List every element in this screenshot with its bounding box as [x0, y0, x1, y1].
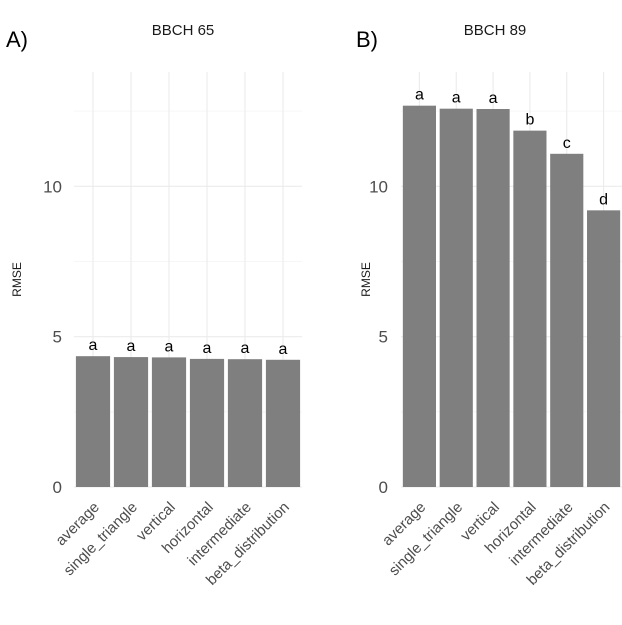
y-tick-label: 10 [369, 177, 388, 196]
bar [189, 358, 225, 487]
bar [476, 108, 510, 487]
bar [587, 210, 621, 488]
significance-letter: a [241, 340, 250, 357]
bar [113, 357, 149, 487]
bar [151, 357, 187, 487]
y-tick-label: 0 [53, 478, 62, 497]
significance-letter: a [279, 341, 288, 358]
panel-title: BBCH 65 [152, 22, 215, 39]
bar [550, 153, 584, 487]
bar [402, 105, 436, 488]
significance-letter: b [525, 112, 534, 129]
panel-title: BBCH 89 [464, 22, 527, 39]
significance-letter: a [127, 338, 136, 355]
significance-letter: a [415, 87, 424, 104]
significance-letter: c [563, 135, 571, 152]
significance-letter: d [599, 191, 608, 208]
panel-letter: B) [356, 27, 378, 52]
panel-a: 0510aaverageasingle_triangleaverticalaho… [6, 22, 302, 589]
y-tick-label: 5 [379, 328, 388, 347]
y-tick-label: 0 [379, 478, 388, 497]
bar [439, 108, 473, 487]
bar [75, 356, 111, 487]
y-tick-label: 10 [43, 177, 62, 196]
panel-b: 0510aaverageasingle_triangleaverticalbho… [356, 22, 622, 589]
panel-letter: A) [6, 27, 28, 52]
bar [265, 359, 301, 487]
bar [227, 359, 263, 487]
significance-letter: a [452, 90, 461, 107]
y-axis-label: RMSE [10, 262, 24, 297]
y-axis-label: RMSE [359, 262, 373, 297]
significance-letter: a [203, 340, 212, 357]
significance-letter: a [89, 337, 98, 354]
bar [513, 130, 547, 488]
significance-letter: a [489, 90, 498, 107]
y-tick-label: 5 [53, 328, 62, 347]
significance-letter: a [165, 338, 174, 355]
